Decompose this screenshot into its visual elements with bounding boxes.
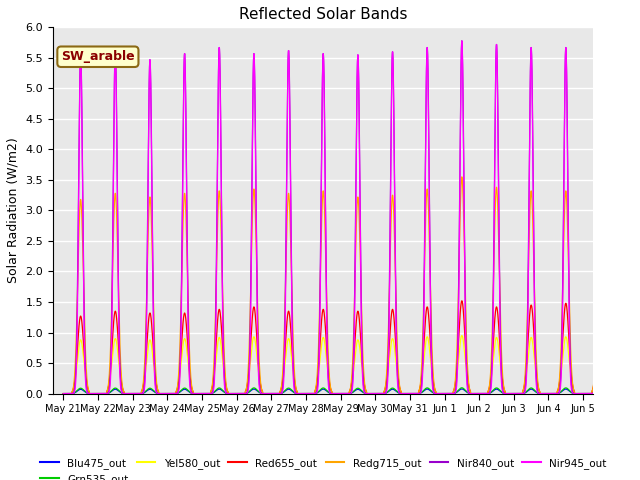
Yel580_out [458, 333, 466, 338]
Grn535_out [493, 385, 500, 391]
Red655_out [614, 391, 621, 396]
Yel580_out [60, 391, 67, 396]
Grn535_out [60, 391, 67, 396]
Nir945_out [520, 391, 528, 396]
Blu475_out [60, 391, 67, 396]
Nir945_out [175, 389, 182, 395]
Yel580_out [361, 386, 369, 392]
Title: Reflected Solar Bands: Reflected Solar Bands [239, 7, 408, 22]
Line: Nir945_out: Nir945_out [63, 41, 618, 394]
Yel580_out [391, 347, 399, 353]
Red655_out [520, 385, 527, 391]
Red655_out [175, 381, 182, 386]
Text: SW_arable: SW_arable [61, 50, 134, 63]
Line: Yel580_out: Yel580_out [63, 336, 618, 394]
Nir840_out [534, 390, 542, 396]
Grn535_out [534, 390, 542, 396]
Grn535_out [520, 390, 528, 396]
Grn535_out [458, 385, 466, 391]
Line: Red655_out: Red655_out [63, 299, 618, 394]
Redg715_out [458, 174, 466, 180]
Grn535_out [361, 390, 369, 396]
Nir945_out [60, 391, 67, 396]
Line: Nir840_out: Nir840_out [63, 41, 618, 394]
Grn535_out [391, 386, 399, 392]
Redg715_out [60, 391, 67, 396]
Redg715_out [361, 384, 369, 390]
Red655_out [596, 296, 604, 302]
Nir945_out [361, 390, 369, 396]
Line: Grn535_out: Grn535_out [63, 388, 618, 394]
Yel580_out [493, 335, 500, 340]
Redg715_out [175, 376, 182, 382]
Nir945_out [614, 391, 621, 396]
Blu475_out [520, 390, 528, 396]
Yel580_out [520, 386, 528, 392]
Blu475_out [493, 386, 500, 392]
Nir945_out [534, 390, 542, 396]
Nir840_out [361, 390, 369, 396]
Nir840_out [60, 391, 67, 396]
Line: Redg715_out: Redg715_out [63, 177, 618, 394]
Redg715_out [614, 391, 621, 396]
Blu475_out [175, 390, 182, 396]
Nir840_out [614, 391, 621, 396]
Nir945_out [458, 38, 466, 44]
Yel580_out [614, 391, 621, 396]
Y-axis label: Solar Radiation (W/m2): Solar Radiation (W/m2) [7, 138, 20, 283]
Grn535_out [614, 391, 621, 396]
Redg715_out [493, 185, 500, 191]
Nir840_out [175, 387, 182, 393]
Blu475_out [458, 386, 466, 392]
Nir945_out [391, 219, 399, 225]
Red655_out [534, 384, 542, 389]
Yel580_out [175, 382, 182, 388]
Redg715_out [391, 247, 399, 253]
Nir840_out [391, 199, 399, 204]
Red655_out [391, 325, 399, 331]
Legend: Blu475_out, Grn535_out, Yel580_out, Red655_out, Redg715_out, Nir840_out, Nir945_: Blu475_out, Grn535_out, Yel580_out, Red6… [36, 454, 611, 480]
Blu475_out [391, 387, 399, 393]
Red655_out [493, 304, 500, 310]
Line: Blu475_out: Blu475_out [63, 389, 618, 394]
Grn535_out [175, 390, 182, 396]
Blu475_out [361, 390, 369, 396]
Nir840_out [458, 38, 466, 44]
Blu475_out [614, 391, 621, 396]
Nir840_out [520, 390, 528, 396]
Red655_out [60, 391, 67, 396]
Redg715_out [520, 384, 528, 390]
Redg715_out [534, 383, 542, 389]
Nir945_out [493, 43, 500, 49]
Yel580_out [534, 385, 542, 391]
Blu475_out [534, 390, 542, 396]
Red655_out [361, 385, 369, 391]
Nir840_out [493, 43, 500, 48]
